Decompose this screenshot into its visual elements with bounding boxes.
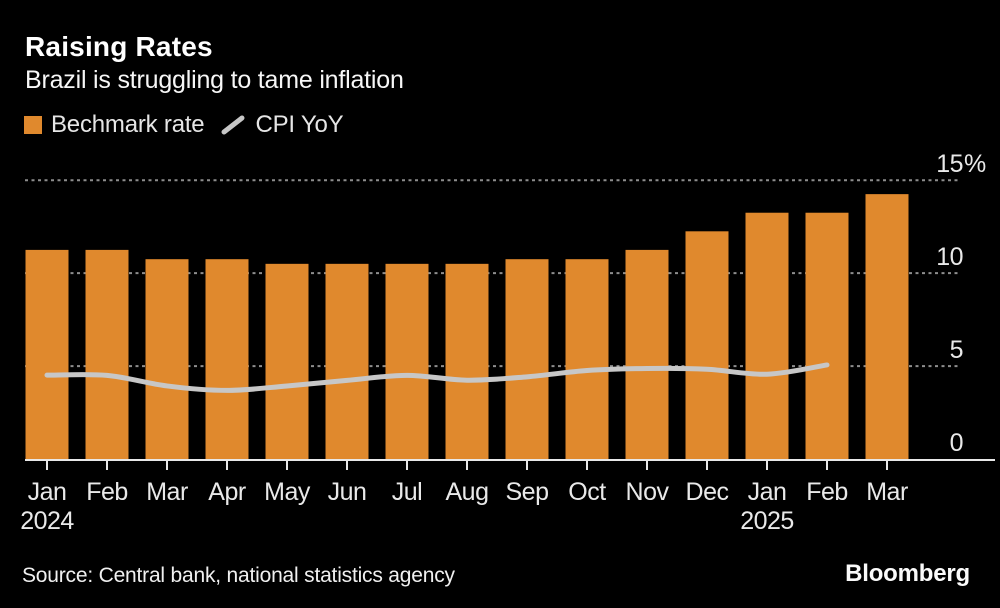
x-axis-label: May	[264, 478, 311, 506]
bar	[25, 249, 69, 459]
legend-item-benchmark-rate: Bechmark rate	[24, 111, 205, 139]
y-axis-unit-label: %	[964, 150, 986, 178]
footer: Source: Central bank, national statistic…	[0, 556, 1000, 596]
bar-swatch-icon	[24, 116, 42, 134]
line-swatch-icon	[221, 115, 245, 135]
x-axis-label: Jun	[328, 478, 367, 506]
bar	[265, 263, 309, 459]
y-axis-label: 15	[936, 150, 963, 178]
x-axis-label: Oct	[568, 478, 606, 506]
source-note: Source: Central bank, national statistic…	[22, 564, 455, 587]
y-axis-label: 5	[950, 336, 963, 364]
x-axis-label: Apr	[208, 478, 246, 506]
bar	[385, 263, 429, 459]
x-axis-label: Feb	[806, 478, 848, 506]
bar	[685, 231, 729, 459]
legend-label-cpi-yoy: CPI YoY	[255, 111, 344, 138]
x-axis-year-label: 2025	[740, 507, 794, 535]
bar	[145, 259, 189, 459]
bar	[625, 249, 669, 459]
bar	[325, 263, 369, 459]
chart-subtitle: Brazil is struggling to tame inflation	[25, 66, 404, 94]
x-axis-year-label: 2024	[20, 507, 74, 535]
y-axis-label: 10	[936, 243, 963, 271]
y-axis-label: 0	[950, 429, 963, 457]
bar	[505, 259, 549, 459]
bar	[445, 263, 489, 459]
x-axis-label: Nov	[626, 478, 670, 506]
x-axis-label: Jan	[748, 478, 787, 506]
bar	[745, 212, 789, 459]
x-axis-label: Mar	[866, 478, 908, 506]
bar	[85, 249, 129, 459]
legend: Bechmark rate CPI YoY	[24, 111, 344, 139]
legend-item-cpi-yoy: CPI YoY	[220, 111, 344, 139]
x-axis-label: Aug	[446, 478, 489, 506]
bar-line-chart: 0 5 10 15 % Jan Feb Mar Apr May Jun Jul Aug Sep Oct Nov…	[20, 150, 995, 535]
bar	[565, 259, 609, 459]
bar	[205, 259, 249, 459]
x-axis-label: Jul	[392, 478, 422, 506]
chart-title: Raising Rates	[25, 31, 213, 62]
x-axis-label: Dec	[686, 478, 729, 506]
cpi-line	[44, 362, 830, 393]
bar	[865, 194, 909, 459]
bar	[805, 212, 849, 459]
x-axis-label: Sep	[506, 478, 549, 506]
legend-label-benchmark-rate: Bechmark rate	[51, 111, 205, 138]
bloomberg-logo: Bloomberg	[845, 560, 970, 587]
x-axis-label: Jan	[28, 478, 67, 506]
x-axis-label: Feb	[86, 478, 128, 506]
x-axis-label: Mar	[146, 478, 188, 506]
